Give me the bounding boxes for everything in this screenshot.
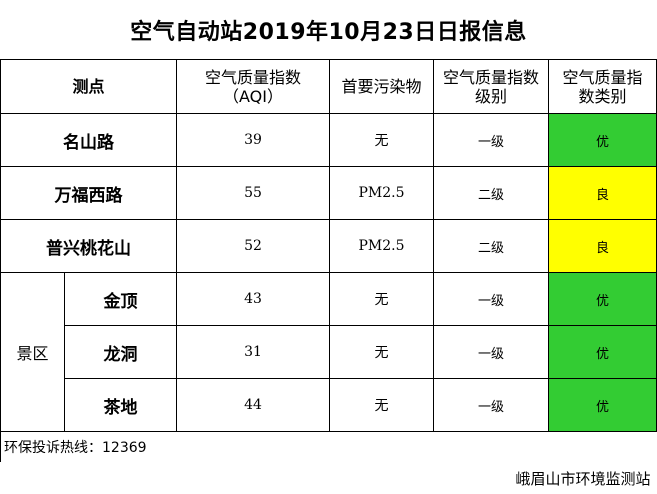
primary-pollutant: PM2.5 [329,166,434,220]
header-category: 空气质量指 数类别 [548,59,657,114]
station-name: 普兴桃花山 [0,219,177,273]
table-row: 普兴桃花山 52 PM2.5 二级 良 [0,219,657,273]
primary-pollutant: 无 [329,378,434,432]
aqi-level: 二级 [433,166,549,220]
aqi-category: 优 [548,113,657,167]
aqi-level: 二级 [433,219,549,273]
aqi-value: 39 [176,113,330,167]
aqi-category: 优 [548,378,657,432]
report-title: 空气自动站2019年10月23日日报信息 [0,0,657,60]
primary-pollutant: 无 [329,325,434,379]
station-name: 名山路 [0,113,177,167]
table-row: 龙洞 31 无 一级 优 [1,325,657,379]
publisher-name: 峨眉山市环境监测站 [515,469,651,488]
scenic-group-label: 景区 [0,272,65,432]
table-row: 名山路 39 无 一级 优 [0,113,657,167]
aqi-category: 良 [548,166,657,220]
aqi-level: 一级 [433,378,549,432]
station-name: 龙洞 [64,325,177,379]
aqi-value: 55 [176,166,330,220]
aqi-value: 52 [176,219,330,273]
aqi-value: 31 [176,325,330,379]
header-pollutant: 首要污染物 [329,59,434,114]
aqi-level: 一级 [433,325,549,379]
complaint-hotline: 环保投诉热线：12369 [0,431,657,462]
primary-pollutant: 无 [329,113,434,167]
aqi-category: 优 [548,325,657,379]
header-aqi: 空气质量指数 （AQI） [176,59,330,114]
aqi-level: 一级 [433,272,549,326]
table-header: 测点 空气质量指数 （AQI） 首要污染物 空气质量指数 级别 空气质量指 数类别 [0,59,657,114]
table-row: 茶地 44 无 一级 优 [1,378,657,432]
station-name: 金顶 [64,272,177,326]
station-name: 茶地 [64,378,177,432]
primary-pollutant: PM2.5 [329,219,434,273]
station-name: 万福西路 [0,166,177,220]
table-row: 景区 金顶 43 无 一级 优 [0,272,657,432]
header-level: 空气质量指数 级别 [433,59,549,114]
aqi-value: 43 [176,272,330,326]
aqi-category: 良 [548,219,657,273]
aqi-level: 一级 [433,113,549,167]
primary-pollutant: 无 [329,272,434,326]
aqi-category: 优 [548,272,657,326]
header-station: 测点 [0,59,177,114]
table-row: 万福西路 55 PM2.5 二级 良 [0,166,657,220]
aqi-value: 44 [176,378,330,432]
